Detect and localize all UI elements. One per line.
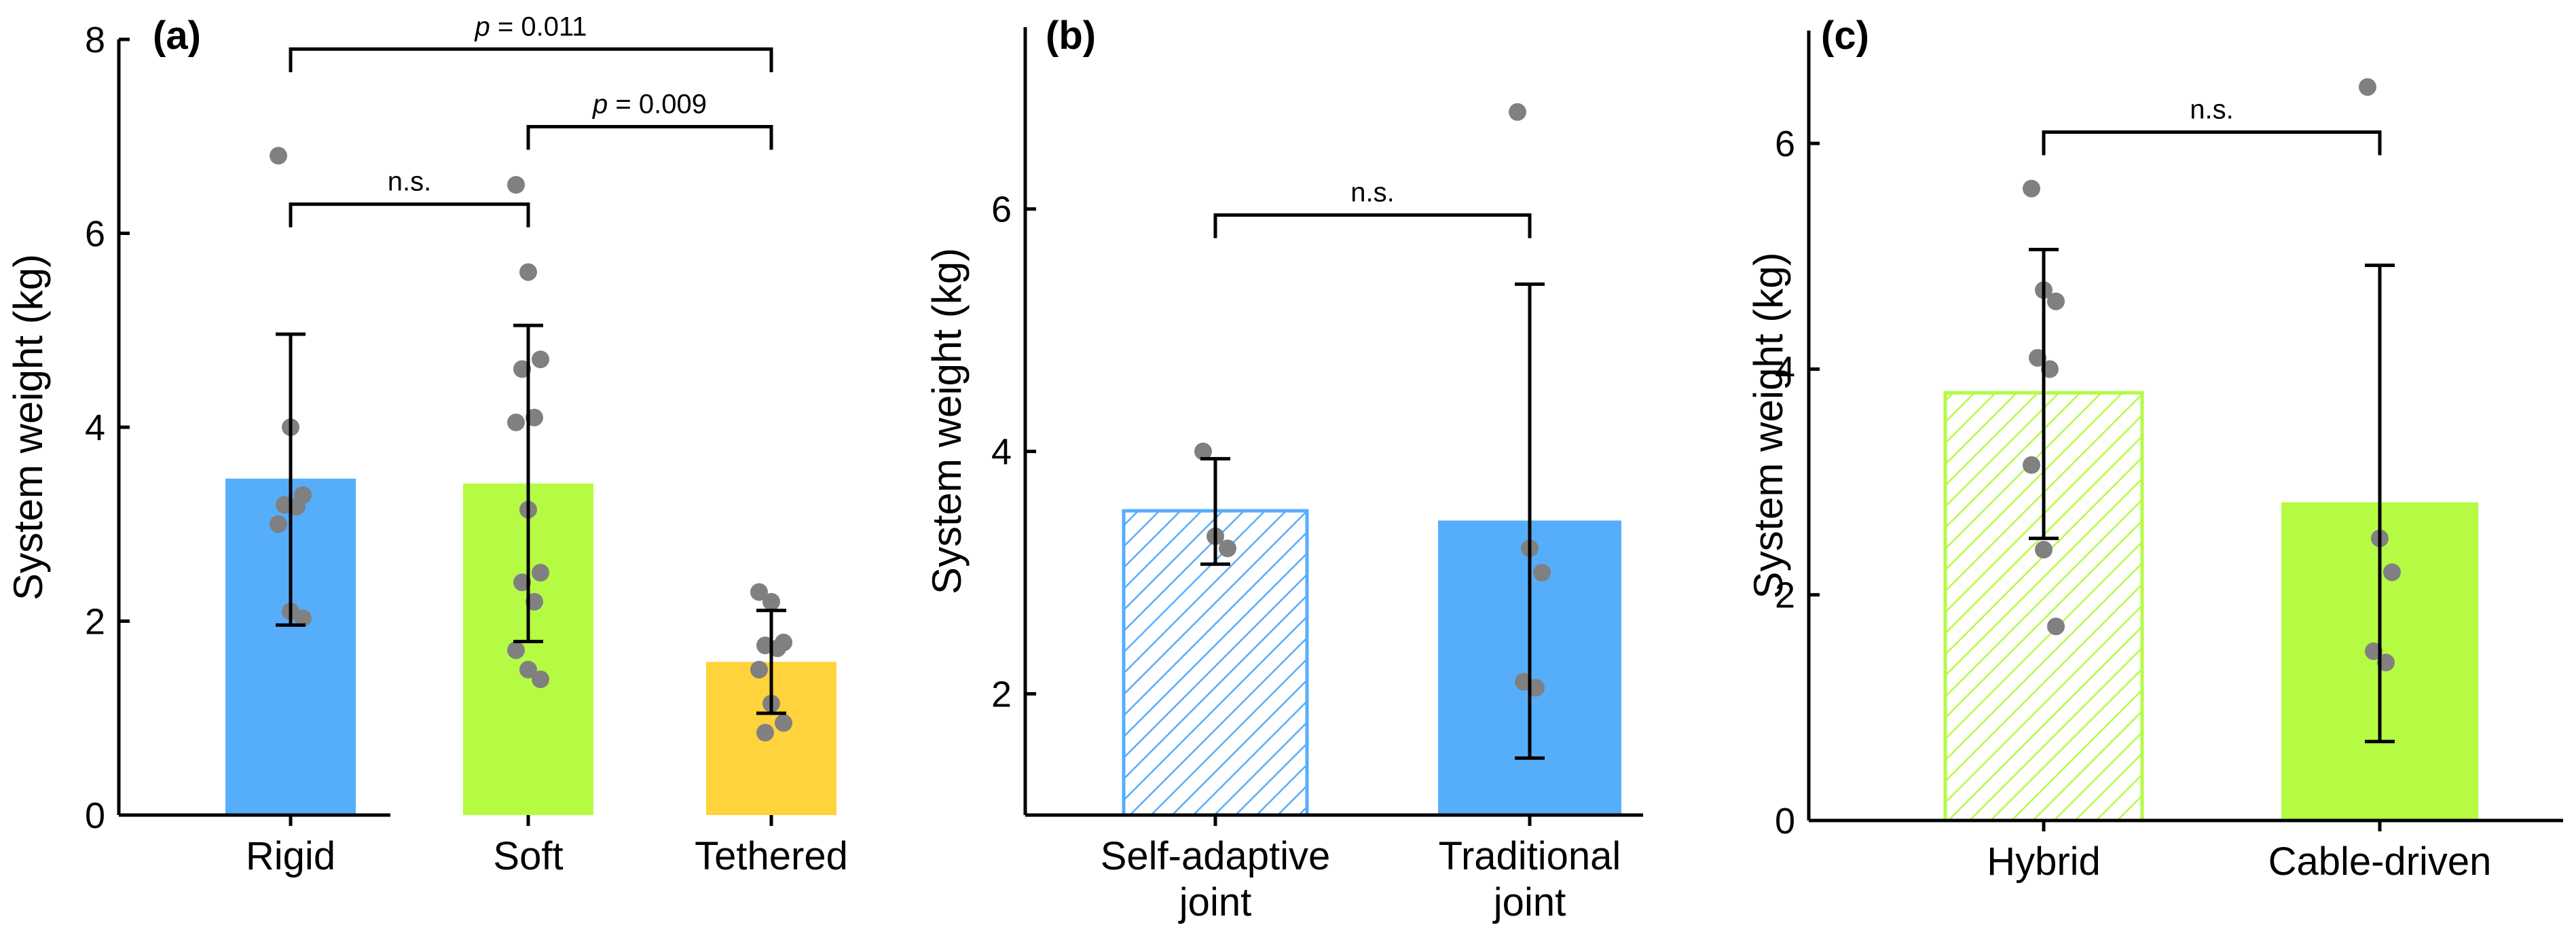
panel-a-y-tick-label-4: 8: [85, 20, 105, 60]
panel-a-y-tick-label-1: 2: [85, 602, 105, 643]
panel-a-y-tick-label-2: 4: [85, 408, 105, 448]
panel-a-data-point-2-8: [756, 723, 774, 742]
panel-c-significance-bracket-0: [2042, 130, 2382, 156]
panel-c-category-label-1: Cable-driven: [2268, 840, 2492, 884]
panel-a-y-axis-title: System weight (kg): [5, 254, 51, 600]
panel-a-panel-label: (a): [153, 14, 201, 58]
panel-a-data-point-1-11: [519, 660, 537, 679]
panel-a-significance-bracket-0: [289, 202, 530, 228]
panel-a-data-point-0-5: [270, 515, 287, 533]
panel-a-data-point-2-0: [750, 583, 768, 601]
panel-a-category-label-1: Soft: [493, 834, 563, 878]
panel-c-data-point-1-2: [2383, 563, 2401, 581]
panel-c-data-point-1-0: [2359, 78, 2376, 96]
panel-a-data-point-1-12: [532, 670, 549, 689]
panel-a-y-tick-label-0: 0: [85, 795, 105, 836]
panel-c-y-axis-title: System weight (kg): [1746, 252, 1791, 598]
panel-b-significance-label-0: n.s.: [1350, 178, 1394, 208]
panel-c-data-point-0-2: [2047, 292, 2065, 310]
panel-a-significance-label-1: p = 0.009: [592, 89, 707, 119]
panel-c-category-label-0: Hybrid: [1987, 840, 2101, 884]
panel-b-category-label-0: Self-adaptive: [1101, 834, 1331, 878]
panel-a-category-label-2: Tethered: [695, 834, 848, 878]
panel-c-data-point-0-6: [2035, 541, 2053, 559]
panel-a-data-point-1-10: [507, 641, 525, 660]
panel-c-panel-label: (c): [1821, 14, 1869, 58]
panel-a-data-point-1-5: [507, 413, 525, 431]
panel-a-data-point-1-7: [532, 564, 549, 582]
panel-a-data-point-2-5: [750, 660, 768, 679]
panel-c-y-tick-label-3: 6: [1775, 124, 1795, 164]
panel-a-bar-chart: 0 2 4 6 8 Rigid Soft Tethered System weight (kg)…: [5, 12, 848, 878]
panel-a-data-point-0-7: [294, 609, 312, 628]
panel-c-y-tick-label-1: 2: [1775, 575, 1795, 616]
panel-a-data-point-2-7: [775, 714, 792, 732]
panel-a-significance-bracket-2: [289, 47, 773, 73]
panel-c-y-tick-label-0: 0: [1775, 801, 1795, 842]
panel-c-bar-chart: 0 2 4 6 Hybrid Cable-driven System weight (kg)…: [1746, 14, 2563, 884]
panel-c-data-point-0-0: [2023, 179, 2040, 198]
panel-b-category-label-1: Traditional: [1439, 834, 1621, 878]
panel-a-data-point-0-0: [270, 147, 287, 165]
panel-b-y-tick-label-2: 6: [991, 190, 1012, 230]
panel-a-data-point-2-1: [762, 592, 780, 611]
panel-c-y-tick-label-2: 4: [1775, 349, 1795, 390]
panel-a-significance-label-2: p = 0.011: [475, 12, 587, 41]
panel-b-data-point-1-0: [1509, 103, 1526, 121]
panel-a-data-point-1-1: [519, 263, 537, 281]
panel-b-panel-label: (b): [1046, 14, 1096, 58]
panel-a-y-tick-label-3: 6: [85, 214, 105, 255]
panel-b-data-point-1-2: [1533, 564, 1551, 582]
panel-c-significance-label-0: n.s.: [2190, 95, 2233, 125]
panel-b-bar-chart: 246Self-adaptivejointTraditionaljointSys…: [924, 14, 1643, 924]
panel-a-data-point-1-2: [532, 350, 549, 369]
panel-b-category-label-0-line-1: joint: [1178, 880, 1251, 924]
panel-b-significance-bracket-0: [1213, 213, 1532, 238]
panel-a-category-label-0: Rigid: [246, 834, 335, 878]
panel-b-y-axis-title: System weight (kg): [924, 248, 970, 594]
panel-b-data-point-0-2: [1219, 539, 1236, 558]
panel-a-significance-bracket-1: [526, 124, 773, 150]
panel-a-data-point-1-0: [507, 176, 525, 194]
panel-b-data-point-0-0: [1194, 442, 1212, 461]
panel-a-significance-label-0: n.s.: [388, 167, 431, 197]
panel-b-y-tick-label-0: 2: [991, 674, 1012, 715]
panel-c-data-point-0-7: [2047, 617, 2065, 636]
panel-b-category-label-1-line-1: joint: [1492, 880, 1566, 924]
panel-c-data-point-0-5: [2023, 456, 2040, 474]
panel-b-y-tick-label-1: 4: [991, 432, 1012, 473]
